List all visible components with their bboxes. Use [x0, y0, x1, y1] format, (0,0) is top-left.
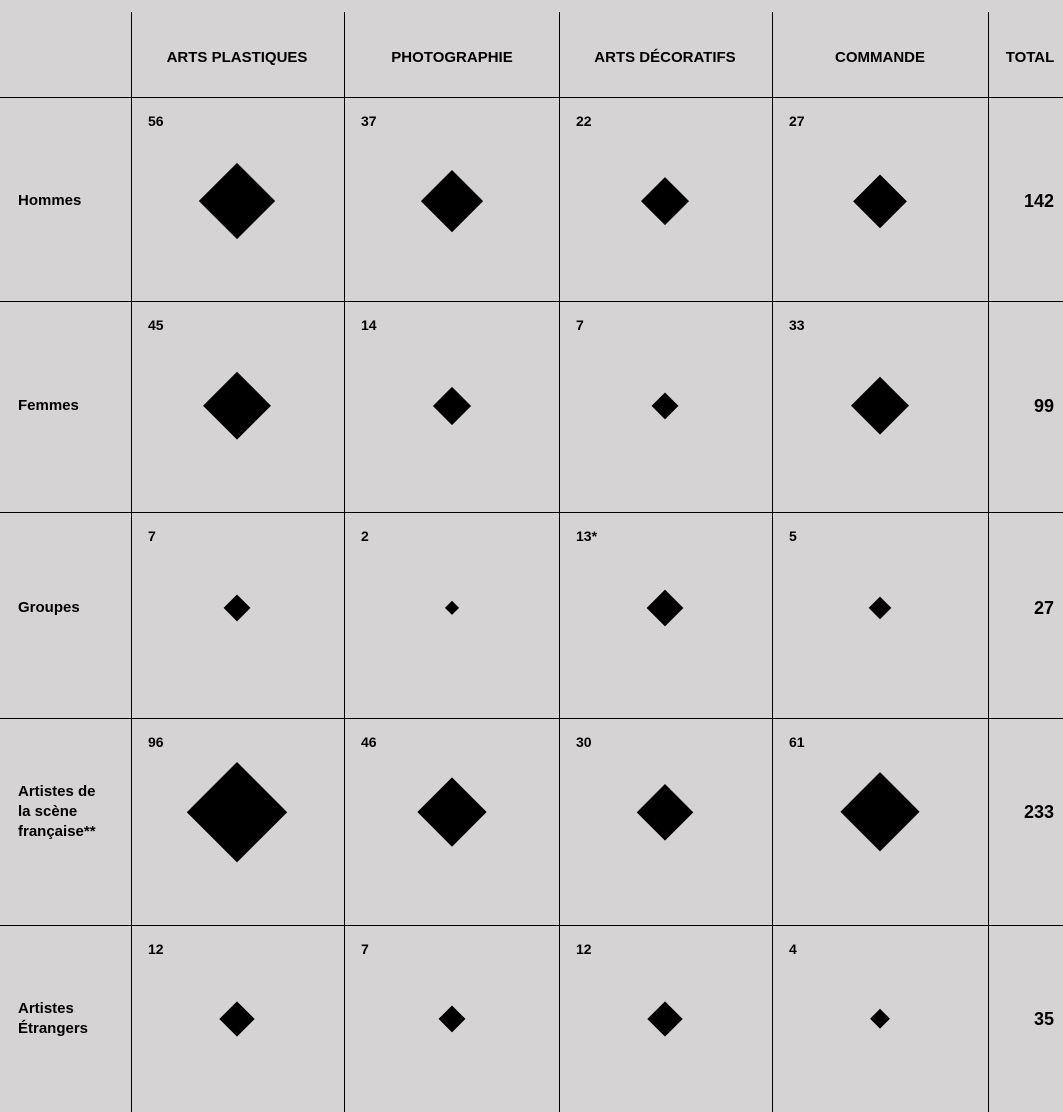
grid-line-horizontal — [0, 925, 1063, 926]
grid-line-horizontal — [0, 718, 1063, 719]
column-header: ARTS DÉCORATIFS — [594, 49, 736, 66]
cell-value-label: 30 — [576, 734, 592, 750]
cell-value-label: 46 — [361, 734, 377, 750]
cell-value-label: 4 — [789, 941, 797, 957]
diamond-marker — [869, 1008, 891, 1030]
cell-value-label: 37 — [361, 113, 377, 129]
grid-line-vertical — [988, 12, 989, 1112]
grid-line-vertical — [559, 12, 560, 1112]
diamond-marker — [840, 772, 920, 852]
cell-value-label: 45 — [148, 317, 164, 333]
diamond-marker — [223, 594, 251, 622]
diamond-marker — [646, 589, 684, 627]
diamond-marker — [444, 600, 460, 616]
column-header: COMMANDE — [835, 49, 925, 66]
row-total: 27 — [1033, 598, 1054, 618]
cell-value-label: 96 — [148, 734, 164, 750]
cell-value-label: 33 — [789, 317, 805, 333]
cell-value-label: 61 — [789, 734, 805, 750]
diamond-marker — [647, 1001, 683, 1037]
cell-value-label: 7 — [576, 317, 584, 333]
column-header: ARTS PLASTIQUES — [166, 49, 308, 66]
diamond-marker — [420, 169, 484, 233]
cell-value-label: 22 — [576, 113, 592, 129]
grid-line-vertical — [772, 12, 773, 1112]
grid-line-horizontal — [0, 301, 1063, 302]
row-label: Artistes Étrangers — [18, 1000, 89, 1037]
diamond-marker — [641, 177, 689, 225]
diamond-marker — [432, 386, 472, 426]
row-label: Hommes — [18, 192, 82, 209]
diamond-marker — [202, 371, 272, 441]
diamond-marker — [198, 162, 276, 240]
grid-line-vertical — [131, 12, 132, 1112]
row-label: Groupes — [18, 599, 80, 616]
cell-value-label: 27 — [789, 113, 805, 129]
cell-value-label: 13* — [576, 528, 598, 544]
cell-value-label: 12 — [148, 941, 164, 957]
diamond-marker — [651, 392, 679, 420]
cell-value-label: 7 — [361, 941, 369, 957]
diamond-marker — [219, 1001, 255, 1037]
column-header: TOTAL — [1005, 49, 1055, 66]
cell-value-label: 12 — [576, 941, 592, 957]
row-total: 35 — [1033, 1009, 1054, 1029]
row-total: 233 — [1023, 802, 1054, 822]
grid-line-vertical — [344, 12, 345, 1112]
row-label: Femmes — [18, 397, 79, 414]
diamond-marker — [850, 376, 910, 436]
row-total: 99 — [1033, 396, 1054, 416]
diamond-marker — [187, 762, 287, 862]
cell-value-label: 7 — [148, 528, 156, 544]
diamond-marker — [637, 784, 693, 840]
row-total: 142 — [1023, 191, 1054, 211]
grid-line-horizontal — [0, 512, 1063, 513]
cell-value-label: 2 — [361, 528, 369, 544]
cell-value-label: 5 — [789, 528, 797, 544]
cell-value-label: 56 — [148, 113, 164, 129]
column-header: PHOTOGRAPHIE — [391, 49, 513, 66]
grid-line-horizontal — [0, 97, 1063, 98]
diamond-marker — [417, 777, 487, 847]
diamond-marker — [868, 596, 892, 620]
row-label: Artistes de la scène française** — [18, 783, 96, 840]
cell-value-label: 14 — [361, 317, 377, 333]
diamond-marker — [438, 1005, 466, 1033]
diamond-marker — [853, 174, 907, 228]
